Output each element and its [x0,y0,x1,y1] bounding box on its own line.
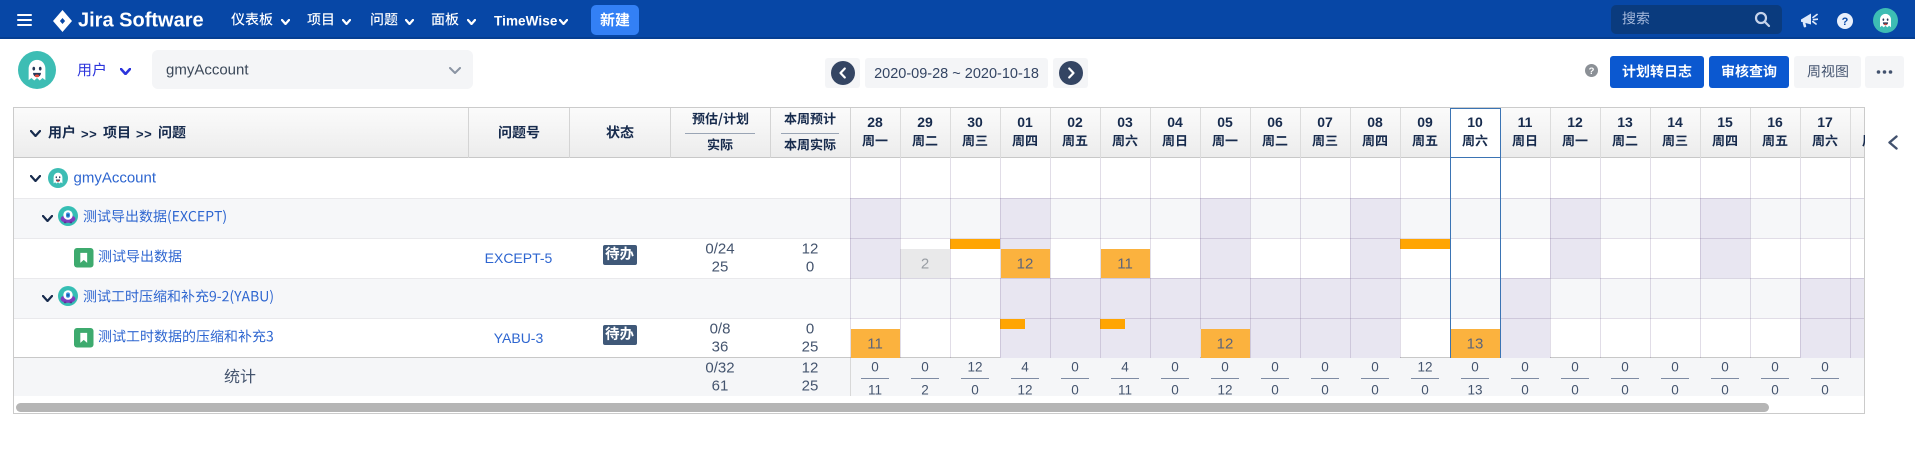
svg-text:?: ? [1588,65,1594,76]
svg-text:?: ? [1841,16,1848,28]
